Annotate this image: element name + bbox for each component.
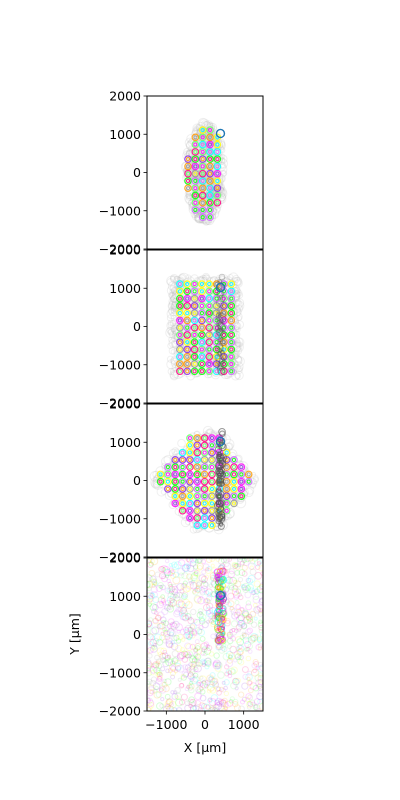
panel-3-point bbox=[174, 487, 177, 490]
panel-4-point bbox=[218, 672, 225, 679]
panel-3-point bbox=[203, 451, 206, 454]
panel-2-point bbox=[193, 370, 196, 373]
panel-4-point bbox=[246, 656, 251, 661]
panel-4-x-tick-label: −1000 bbox=[145, 717, 187, 732]
panel-3: 200010000−1000−2000 bbox=[99, 397, 263, 565]
panel-4-point bbox=[165, 575, 168, 578]
panel-3-point bbox=[181, 451, 184, 454]
panel-3-point bbox=[178, 439, 186, 447]
panel-4-point bbox=[180, 648, 184, 652]
panel-4-point bbox=[211, 564, 214, 567]
panel-4-point bbox=[181, 694, 187, 700]
panel-1: 200010000−1000−2000 bbox=[99, 89, 263, 257]
panel-4-point bbox=[191, 609, 196, 614]
panel-3-point bbox=[166, 480, 169, 483]
panel-3-point bbox=[203, 487, 206, 490]
panel-1-y-ticks: 200010000−1000−2000 bbox=[99, 89, 147, 257]
panel-4-point bbox=[237, 564, 240, 567]
panel-4-point bbox=[200, 637, 205, 642]
panel-4-point bbox=[235, 601, 239, 605]
panel-4-point bbox=[165, 559, 168, 562]
panel-4-y-tick-label: −2000 bbox=[99, 704, 141, 719]
panel-4-point bbox=[175, 687, 181, 693]
panel-3-point bbox=[196, 502, 199, 505]
panel-4-point bbox=[248, 650, 252, 654]
panel-4-point bbox=[148, 654, 153, 659]
panel-4-point bbox=[238, 692, 243, 697]
panel-3-y-tick-label: −1000 bbox=[99, 511, 141, 526]
panel-1-y-tick-label: 0 bbox=[133, 165, 141, 180]
panel-4-point bbox=[214, 653, 219, 658]
panel-4-point bbox=[202, 570, 206, 574]
panel-1-y-tick-label: 1000 bbox=[109, 127, 141, 142]
panel-4-point bbox=[254, 617, 257, 620]
panel-4: 2000 1000 0 −1000 −2000 −1000 0 1000 bbox=[99, 551, 267, 733]
panel-3-y-tick-label: 2000 bbox=[109, 397, 141, 412]
panel-4-point bbox=[178, 678, 181, 681]
panel-3-point bbox=[210, 473, 213, 476]
x-axis-title: X [μm] bbox=[184, 740, 226, 755]
panel-2-point bbox=[200, 362, 203, 365]
panel-4-point bbox=[151, 677, 156, 682]
panel-4-point bbox=[211, 634, 216, 639]
panel-4-point bbox=[227, 645, 231, 649]
panel-4-y-tick-label: 0 bbox=[133, 627, 141, 642]
panel-4-point bbox=[242, 667, 248, 673]
panel-2: 200010000−1000−2000 bbox=[99, 243, 263, 411]
panel-2-point bbox=[230, 304, 233, 307]
panel-2-points bbox=[166, 273, 245, 380]
panel-2-y-tick-label: −1000 bbox=[99, 357, 141, 372]
panel-2-y-tick-label: 1000 bbox=[109, 281, 141, 296]
panel-2-point bbox=[186, 312, 189, 315]
panel-4-y-tick-label: 1000 bbox=[109, 589, 141, 604]
panel-3-point bbox=[188, 466, 191, 469]
panel-2-point bbox=[208, 297, 211, 300]
panel-4-point bbox=[237, 616, 244, 623]
panel-4-point bbox=[239, 622, 242, 625]
panel-4-point bbox=[246, 629, 252, 635]
panel-4-point bbox=[161, 698, 164, 701]
panel-3-points bbox=[150, 426, 258, 533]
panel-1-y-tick-label: −1000 bbox=[99, 203, 141, 218]
panel-1-y-tick-label: 2000 bbox=[109, 89, 141, 104]
panel-4-point bbox=[195, 640, 199, 644]
panel-3-point bbox=[210, 524, 213, 527]
panel-4-point bbox=[161, 667, 165, 671]
panel-3-point bbox=[181, 458, 184, 461]
panel-4-y-ticks: 2000 1000 0 −1000 −2000 bbox=[99, 551, 147, 719]
panel-4-x-tick-label: 0 bbox=[201, 717, 209, 732]
panel-4-x-tick-label: 1000 bbox=[228, 717, 260, 732]
panel-4-y-tick-label: −1000 bbox=[99, 665, 141, 680]
panel-2-y-tick-label: 0 bbox=[133, 319, 141, 334]
panel-4-points bbox=[144, 556, 266, 715]
panel-4-point bbox=[169, 563, 172, 566]
panel-4-point bbox=[251, 622, 256, 627]
panel-4-point bbox=[246, 601, 250, 605]
panel-4-point bbox=[165, 694, 170, 699]
panel-4-point bbox=[236, 605, 240, 609]
panel-3-point bbox=[203, 466, 206, 469]
panel-3-y-tick-label: 1000 bbox=[109, 435, 141, 450]
panel-4-point bbox=[186, 644, 193, 651]
panel-3-point bbox=[203, 473, 206, 476]
panel-4-y-tick-label: 2000 bbox=[109, 551, 141, 566]
panel-2-y-tick-label: 2000 bbox=[109, 243, 141, 258]
panel-4-point bbox=[152, 627, 159, 634]
y-axis-title: Y [μm] bbox=[67, 613, 82, 656]
panel-3-point bbox=[166, 487, 169, 490]
panel-4-point bbox=[250, 569, 256, 575]
panel-4-point bbox=[224, 691, 228, 695]
panel-4-x-ticks: −1000 0 1000 bbox=[145, 711, 259, 732]
panel-4-point bbox=[231, 621, 237, 627]
panel-1-points bbox=[181, 118, 227, 225]
panel-3-y-tick-label: 0 bbox=[133, 473, 141, 488]
panel-3-point bbox=[210, 466, 213, 469]
panel-3-point bbox=[188, 509, 191, 512]
panel-4-point bbox=[180, 683, 184, 687]
panel-2-y-ticks: 200010000−1000−2000 bbox=[99, 243, 147, 411]
